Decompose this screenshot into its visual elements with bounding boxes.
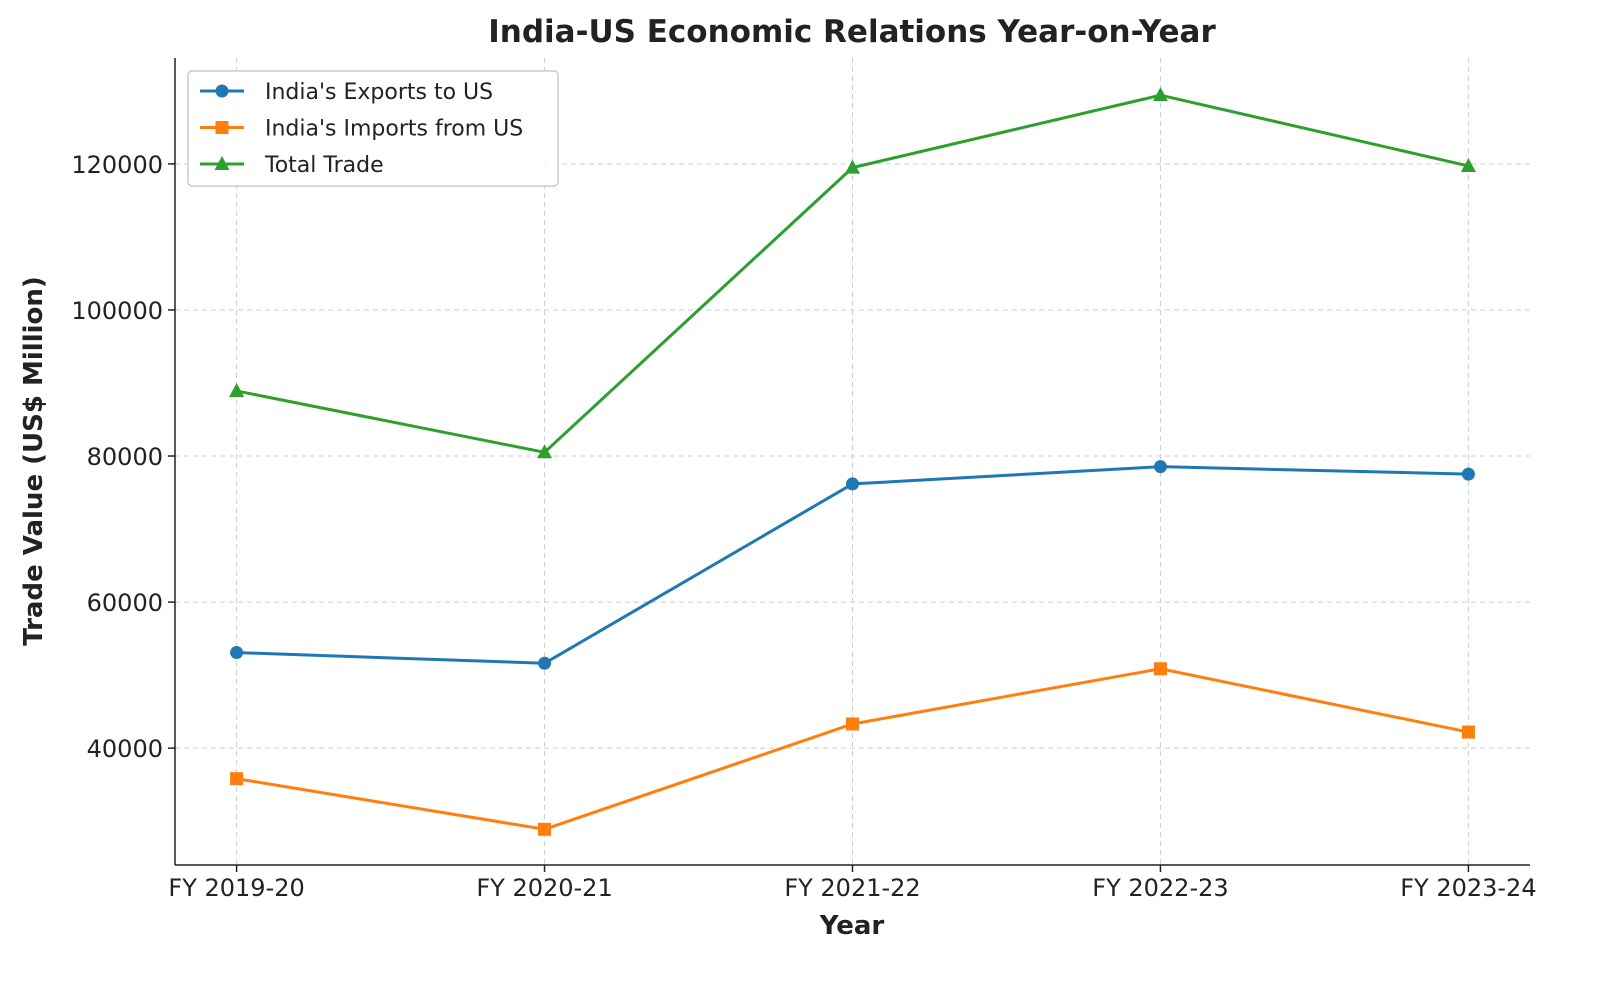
- data-point: [230, 646, 244, 660]
- legend-box: [187, 70, 559, 187]
- x-tick-label: FY 2019-20: [168, 874, 304, 902]
- y-tick-label: 40000: [87, 735, 163, 763]
- chart-title: India-US Economic Relations Year-on-Year: [488, 14, 1216, 50]
- data-point: [230, 772, 244, 786]
- legend-marker: [215, 121, 229, 134]
- y-tick-label: 80000: [87, 443, 163, 471]
- data-point: [1152, 87, 1168, 102]
- data-point: [229, 382, 245, 397]
- data-point: [1153, 460, 1167, 474]
- data-point: [538, 656, 552, 670]
- x-tick-label: FY 2020-21: [476, 874, 612, 902]
- data-point: [1461, 725, 1475, 739]
- legend: India's Exports to US India's Imports fro…: [187, 70, 559, 187]
- legend-label: Total Trade: [264, 153, 384, 178]
- legend-label: India's Imports from US: [265, 117, 523, 142]
- legend-marker: [215, 84, 229, 98]
- axes: FY 2019-20 FY 2020-21 FY 2021-22 FY 2022-23…: [71, 58, 1537, 902]
- y-tick-label: 120000: [71, 151, 163, 179]
- data-point: [846, 477, 859, 491]
- series-group: [229, 87, 1476, 836]
- y-axis-label: Trade Value (US$ Million): [19, 276, 49, 646]
- x-tick-label: FY 2023-24: [1400, 874, 1536, 902]
- x-axis-label: Year: [819, 911, 885, 941]
- y-tick-label: 100000: [71, 297, 163, 325]
- data-point: [1461, 467, 1475, 481]
- data-point: [538, 822, 552, 836]
- data-point: [845, 159, 860, 174]
- legend-label: India's Exports to US: [265, 80, 493, 105]
- x-tick-label: FY 2021-22: [784, 874, 920, 902]
- data-point: [537, 444, 553, 459]
- y-tick-label: 60000: [87, 589, 163, 617]
- data-point: [1460, 157, 1476, 172]
- legend-marker: [214, 156, 230, 170]
- data-point: [1153, 662, 1167, 676]
- data-point: [846, 717, 859, 731]
- x-tick-label: FY 2022-23: [1092, 874, 1228, 902]
